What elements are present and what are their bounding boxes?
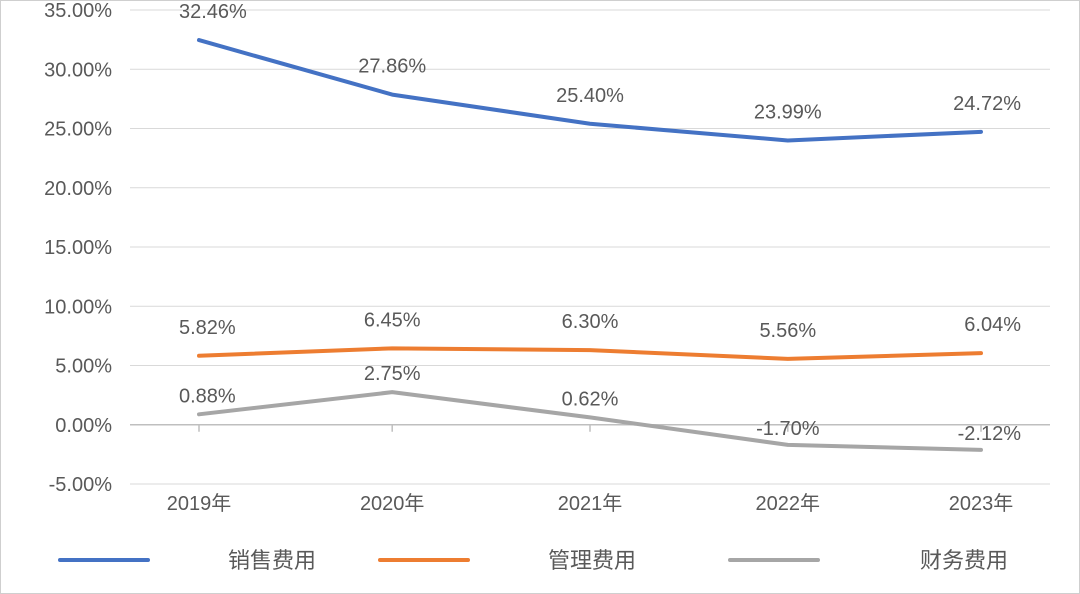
x-tick-label: 2019年 [167,492,232,515]
data-label: 0.88% [179,385,236,407]
legend-label: 财务费用 [920,548,1008,573]
data-label: 23.99% [754,101,822,123]
data-label: 0.62% [562,388,619,410]
x-tick-label: 2023年 [949,492,1014,515]
y-tick-label: 20.00% [44,178,112,200]
legend-label: 管理费用 [548,548,636,573]
data-label: 6.04% [964,314,1021,336]
data-label: 6.30% [562,311,619,333]
y-tick-label: 10.00% [44,296,112,318]
y-tick-label: 35.00% [44,0,112,22]
data-label: 32.46% [179,1,247,23]
data-label: 5.82% [179,317,236,339]
y-tick-label: 15.00% [44,237,112,259]
data-label: 25.40% [556,85,624,107]
data-label: 5.56% [759,320,816,342]
x-tick-label: 2020年 [360,492,425,515]
data-label: 2.75% [364,363,421,385]
line-chart: -5.00% 0.00% 5.00% 10.00% 15.00% 20.00% 25.00%… [0,0,1080,594]
x-tick-label: 2022年 [756,492,821,515]
y-tick-label: -5.00% [49,474,113,496]
x-tick-label: 2021年 [558,492,623,515]
legend-label: 销售费用 [228,548,316,573]
chart-svg: -5.00% 0.00% 5.00% 10.00% 15.00% 20.00% 25.00%… [0,0,1080,594]
data-label: 24.72% [953,93,1021,115]
y-tick-label: 30.00% [44,59,112,81]
y-tick-label: 0.00% [55,415,112,437]
data-label: -1.70% [756,418,820,440]
y-tick-label: 25.00% [44,119,112,141]
data-label: -2.12% [958,423,1022,445]
data-label: 27.86% [358,56,426,78]
data-label: 6.45% [364,309,421,331]
y-tick-label: 5.00% [55,356,112,378]
